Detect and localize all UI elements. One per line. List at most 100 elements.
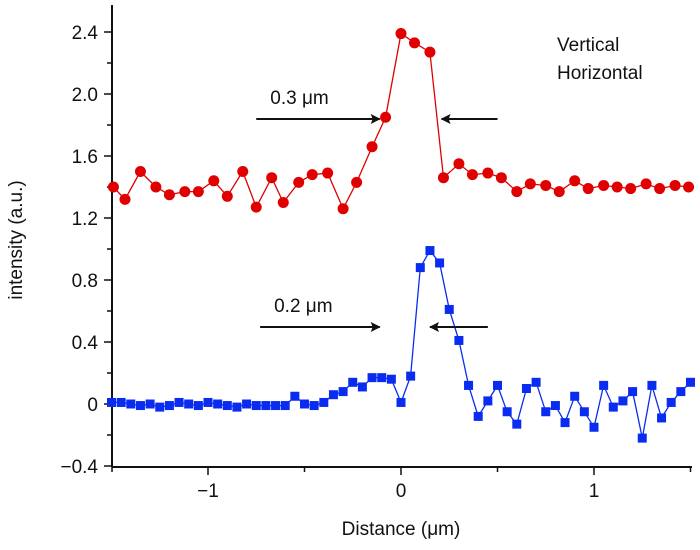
data-point bbox=[570, 391, 580, 401]
data-point bbox=[208, 175, 220, 187]
fwhm-label: 0.3 μm bbox=[270, 88, 328, 109]
data-point bbox=[637, 433, 647, 443]
data-point bbox=[155, 402, 165, 412]
y-tick-label: 0 bbox=[87, 395, 98, 416]
x-tick-label: −1 bbox=[197, 481, 219, 502]
data-point bbox=[163, 189, 175, 201]
data-point bbox=[560, 418, 570, 428]
data-point bbox=[290, 391, 300, 401]
data-point bbox=[309, 401, 319, 411]
data-point bbox=[589, 422, 599, 432]
axes: −0.4 0 0.4 0.8 1.2 1.6 2.0 2.4 −1 0 1 bbox=[60, 5, 692, 502]
data-point bbox=[553, 186, 565, 198]
y-tick-label: 0.4 bbox=[72, 333, 99, 354]
data-point bbox=[406, 371, 416, 381]
data-point bbox=[145, 399, 155, 409]
x-axis-title: Distance (μm) bbox=[342, 519, 461, 540]
data-point bbox=[366, 141, 378, 153]
y-tick-label: 2.4 bbox=[72, 23, 99, 44]
data-point bbox=[511, 186, 523, 198]
data-point bbox=[569, 175, 581, 187]
data-point bbox=[322, 167, 334, 179]
data-point bbox=[203, 397, 213, 407]
y-tick-label: −0.4 bbox=[60, 457, 98, 478]
data-point bbox=[367, 373, 377, 383]
data-point bbox=[435, 258, 445, 268]
y-tick-label: 2.0 bbox=[72, 85, 98, 106]
data-point bbox=[657, 413, 667, 423]
data-point bbox=[337, 203, 349, 215]
series-layer bbox=[107, 28, 695, 443]
data-point bbox=[396, 397, 406, 407]
data-point bbox=[453, 158, 465, 170]
data-point bbox=[454, 335, 464, 345]
data-point bbox=[550, 401, 560, 411]
data-point bbox=[409, 37, 421, 49]
data-point bbox=[395, 28, 407, 40]
data-point bbox=[242, 399, 252, 409]
data-point bbox=[184, 399, 194, 409]
data-point bbox=[493, 380, 502, 390]
data-point bbox=[625, 183, 637, 195]
data-point bbox=[628, 387, 638, 397]
data-point bbox=[126, 399, 136, 409]
data-point bbox=[425, 246, 435, 256]
data-point bbox=[599, 380, 609, 390]
data-point bbox=[174, 397, 184, 407]
annotation-layer: 0.3 μm 0.2 μm bbox=[256, 88, 498, 332]
data-point bbox=[348, 377, 358, 387]
data-point bbox=[164, 401, 174, 411]
data-point bbox=[466, 169, 478, 181]
data-point bbox=[271, 401, 281, 411]
data-point bbox=[464, 380, 474, 390]
data-point bbox=[666, 397, 676, 407]
data-point bbox=[654, 183, 666, 195]
data-point bbox=[502, 407, 512, 417]
labels: Distance (μm) intensity (a.u.) Vertical … bbox=[6, 35, 643, 540]
data-point bbox=[266, 172, 278, 184]
legend-entry-horizontal: Horizontal bbox=[557, 63, 643, 84]
legend-entry-vertical: Vertical bbox=[557, 35, 619, 56]
fwhm-annotation: 0.3 μm bbox=[256, 88, 498, 124]
data-point bbox=[482, 167, 494, 179]
x-tick-label: 0 bbox=[396, 481, 407, 502]
data-point bbox=[338, 387, 348, 397]
data-point bbox=[676, 387, 686, 397]
data-point bbox=[531, 377, 541, 387]
data-point bbox=[437, 172, 449, 184]
data-point bbox=[280, 401, 290, 411]
data-point bbox=[386, 374, 396, 384]
y-axis-title: intensity (a.u.) bbox=[6, 180, 27, 299]
data-point bbox=[261, 401, 271, 411]
data-point bbox=[319, 397, 329, 407]
data-point bbox=[150, 181, 162, 193]
data-point bbox=[686, 377, 695, 387]
data-point bbox=[618, 396, 628, 406]
data-point bbox=[473, 411, 483, 421]
y-tick-label: 1.2 bbox=[72, 209, 98, 230]
data-point bbox=[647, 380, 657, 390]
data-point bbox=[683, 181, 695, 193]
data-point bbox=[377, 373, 387, 383]
data-point bbox=[251, 401, 261, 411]
data-point bbox=[541, 407, 551, 417]
data-point bbox=[192, 186, 204, 198]
data-point bbox=[357, 382, 367, 392]
data-point bbox=[579, 407, 589, 417]
data-point bbox=[277, 197, 289, 208]
data-point bbox=[495, 172, 507, 184]
data-point bbox=[328, 390, 338, 400]
data-point bbox=[351, 176, 363, 188]
data-point bbox=[582, 183, 594, 195]
data-point bbox=[669, 179, 681, 191]
data-point bbox=[107, 181, 119, 193]
y-tick-label: 1.6 bbox=[72, 147, 98, 168]
data-point bbox=[524, 178, 536, 190]
data-point bbox=[424, 46, 436, 58]
y-tick-label: 0.8 bbox=[72, 271, 98, 292]
data-point bbox=[250, 201, 262, 213]
fwhm-annotation: 0.2 μm bbox=[260, 296, 488, 332]
data-point bbox=[119, 193, 131, 205]
data-point bbox=[306, 169, 318, 181]
